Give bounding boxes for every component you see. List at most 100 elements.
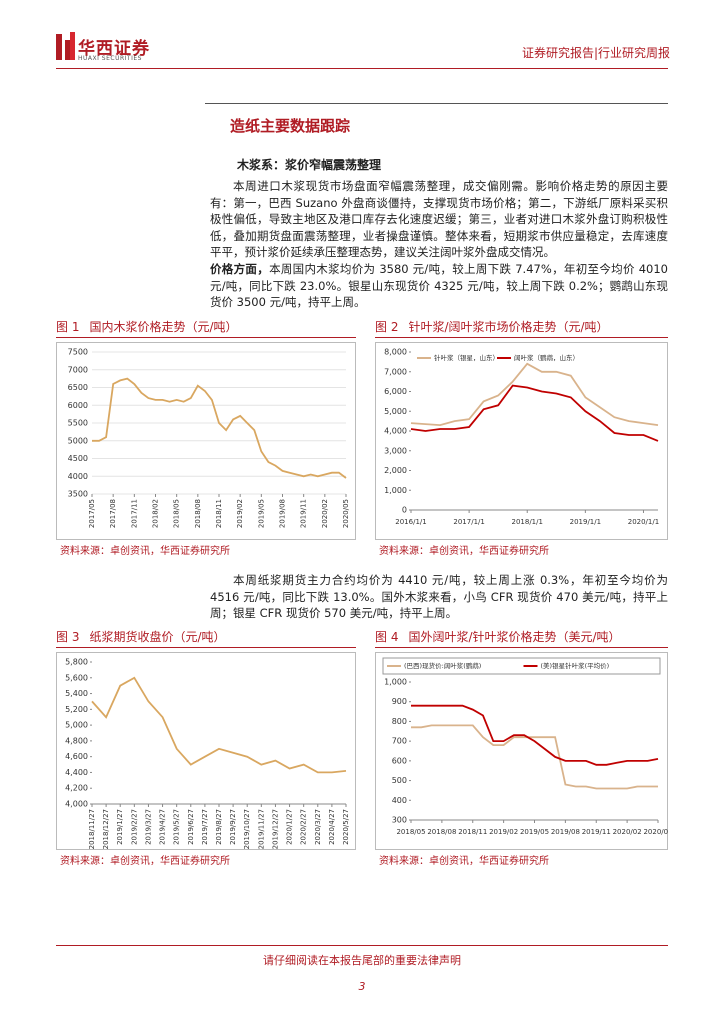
x-tick-label: 2019/4/27 bbox=[159, 809, 167, 845]
x-tick-label: 2020/4/27 bbox=[328, 809, 336, 845]
data-line bbox=[91, 676, 347, 774]
x-tick-label: 2018/05 bbox=[173, 499, 181, 528]
figure-caption: 图 4 国外阔叶浆/针叶浆价格走势（美元/吨） bbox=[375, 628, 621, 645]
chart: 300 400 500 600 700 800 900 1,000 2018/05 2018/08… bbox=[375, 652, 668, 850]
caption-rule bbox=[56, 337, 356, 338]
x-tick-label: 2020/02 bbox=[321, 499, 329, 528]
figure-title: 针叶浆/阔叶浆市场价格走势（元/吨） bbox=[408, 320, 609, 334]
x-tick-label: 2018/05 bbox=[396, 828, 425, 836]
x-tick-label: 2019/11 bbox=[300, 499, 308, 528]
y-tick-label: 0 bbox=[402, 506, 407, 515]
figure-title: 国内木浆价格走势（元/吨） bbox=[89, 320, 238, 334]
x-tick-label: 2019/8/27 bbox=[215, 809, 223, 845]
data-line bbox=[411, 704, 659, 766]
x-tick-label: 2019/1/1 bbox=[570, 518, 601, 526]
x-tick-label: 2019/10/27 bbox=[243, 809, 251, 849]
x-tick-label: 2019/1/27 bbox=[116, 809, 124, 845]
x-tick-label: 2018/11 bbox=[458, 828, 487, 836]
header-right: 证券研究报告|行业研究周报 bbox=[521, 46, 670, 60]
y-tick-label: 6,000 bbox=[384, 387, 407, 396]
x-tick-label: 2017/05 bbox=[88, 499, 96, 528]
x-tick-label: 2019/3/27 bbox=[144, 809, 152, 845]
x-tick-label: 2019/7/27 bbox=[201, 809, 209, 845]
caption-rule bbox=[375, 337, 668, 338]
logo-icon bbox=[56, 32, 75, 60]
caption-rule bbox=[375, 647, 668, 648]
y-tick-label: 7500 bbox=[68, 348, 88, 357]
chart-frame bbox=[375, 342, 668, 540]
x-tick-label: 2019/12/27 bbox=[271, 809, 279, 849]
y-tick-label: 700 bbox=[392, 737, 407, 746]
x-tick-label: 2018/11 bbox=[215, 499, 223, 528]
chart-frame bbox=[56, 342, 356, 540]
x-tick-label: 2017/08 bbox=[109, 499, 117, 528]
chart: 4,000 4,200 4,400 4,600 4,800 5,000 5,200 5,400… bbox=[56, 652, 356, 850]
lead: 价格方面， bbox=[210, 262, 270, 276]
y-tick-label: 900 bbox=[392, 697, 407, 706]
x-tick-label: 2016/1/1 bbox=[395, 518, 426, 526]
rule bbox=[56, 945, 668, 946]
y-tick-label: 4,000 bbox=[384, 427, 407, 436]
x-tick-label: 2020/05 bbox=[643, 828, 668, 836]
y-tick-label: 400 bbox=[392, 796, 407, 805]
figure-number: 图 1 bbox=[56, 320, 80, 334]
y-tick-label: 3,000 bbox=[384, 446, 407, 455]
figure-source: 资料来源：卓创资讯，华西证券研究所 bbox=[379, 546, 549, 557]
y-tick-label: 7,000 bbox=[384, 367, 407, 376]
paragraph: 本周进口木浆现货市场盘面窄幅震荡整理，成交偏刚需。影响价格走势的原因主要有：第一… bbox=[210, 179, 668, 259]
x-tick-label: 2020/3/27 bbox=[314, 809, 322, 845]
x-tick-label: 2019/05 bbox=[520, 828, 549, 836]
x-tick-label: 2019/9/27 bbox=[229, 809, 237, 845]
y-tick-label: 4,000 bbox=[65, 800, 88, 809]
y-tick-label: 600 bbox=[392, 756, 407, 765]
y-tick-label: 300 bbox=[392, 816, 407, 825]
x-tick-label: 2018/11/27 bbox=[88, 809, 96, 849]
y-tick-label: 5500 bbox=[68, 419, 88, 428]
x-tick-label: 2018/02 bbox=[152, 499, 160, 528]
data-line bbox=[92, 377, 347, 479]
figure-source: 资料来源：卓创资讯，华西证券研究所 bbox=[60, 546, 230, 557]
figure-title: 国外阔叶浆/针叶浆价格走势（美元/吨） bbox=[408, 630, 621, 644]
y-tick-label: 5,800 bbox=[65, 658, 88, 667]
rule bbox=[205, 103, 668, 104]
footer-notice: 请仔细阅读在本报告尾部的重要法律声明 bbox=[263, 954, 461, 967]
x-tick-label: 2020/5/27 bbox=[342, 809, 350, 845]
figure-title: 纸浆期货收盘价（元/吨） bbox=[89, 630, 226, 644]
x-tick-label: 2018/08 bbox=[427, 828, 456, 836]
legend-label: (美)银星针叶浆(平均价) bbox=[541, 661, 610, 670]
y-tick-label: 4,800 bbox=[65, 736, 88, 745]
x-tick-label: 2017/1/1 bbox=[453, 518, 484, 526]
y-tick-label: 3500 bbox=[68, 490, 88, 499]
figure-caption: 图 1 国内木浆价格走势（元/吨） bbox=[56, 318, 238, 335]
x-tick-label: 2019/02 bbox=[489, 828, 518, 836]
x-tick-label: 2019/02 bbox=[236, 499, 244, 528]
chart-frame bbox=[56, 652, 356, 850]
legend-label: 阔叶浆（鹦鹉，山东） bbox=[514, 353, 579, 362]
y-tick-label: 6000 bbox=[68, 401, 88, 410]
y-tick-label: 8,000 bbox=[384, 348, 407, 357]
figure-number: 图 2 bbox=[375, 320, 399, 334]
caption-rule bbox=[56, 647, 356, 648]
y-tick-label: 4,400 bbox=[65, 768, 88, 777]
chart-frame bbox=[375, 652, 668, 850]
x-tick-label: 2019/11 bbox=[582, 828, 611, 836]
data-line bbox=[410, 384, 659, 442]
legend-label: 针叶浆（银星，山东） bbox=[434, 353, 499, 362]
figure-number: 图 3 bbox=[56, 630, 80, 644]
x-tick-label: 2020/05 bbox=[342, 499, 350, 528]
paragraph: 价格方面，本周国内木浆均价为 3580 元/吨，较上周下跌 7.47%，年初至今… bbox=[210, 261, 668, 311]
y-tick-label: 5,000 bbox=[384, 407, 407, 416]
y-tick-label: 4000 bbox=[68, 472, 88, 481]
figure-number: 图 4 bbox=[375, 630, 399, 644]
y-tick-label: 5,600 bbox=[65, 673, 88, 682]
y-tick-label: 4,600 bbox=[65, 752, 88, 761]
y-tick-label: 5,000 bbox=[65, 721, 88, 730]
x-tick-label: 2018/12/27 bbox=[102, 809, 110, 849]
logo-text: 华西证券 bbox=[78, 39, 150, 59]
x-tick-label: 2019/05 bbox=[257, 499, 265, 528]
x-tick-label: 2020/2/27 bbox=[300, 809, 308, 845]
x-tick-label: 2019/08 bbox=[551, 828, 580, 836]
rule bbox=[56, 68, 668, 69]
figure-source: 资料来源：卓创资讯，华西证券研究所 bbox=[60, 856, 230, 867]
